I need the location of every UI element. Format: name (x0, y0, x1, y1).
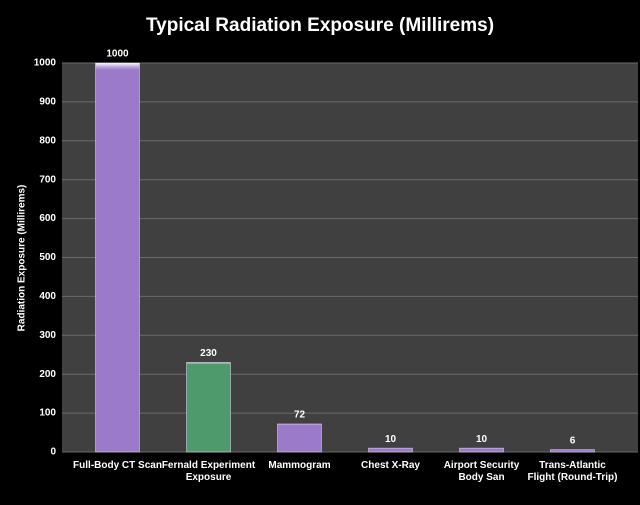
y-tick-label: 400 (39, 291, 56, 302)
y-tick-label: 800 (39, 135, 56, 146)
y-tick-label: 500 (39, 252, 56, 263)
bar (95, 62, 140, 453)
bar (186, 362, 231, 453)
x-tick-label: Airport Security Body San (443, 460, 520, 483)
y-tick-label: 0 (50, 447, 56, 458)
y-axis-label: Radiation Exposure (Millirems) (17, 185, 28, 332)
value-label: 6 (570, 435, 576, 446)
x-tick-label: Full-Body CT Scan (73, 460, 162, 471)
y-tick-label: 700 (39, 174, 56, 185)
bar (368, 447, 413, 453)
x-tick-label: Chest X-Ray (361, 460, 420, 471)
bar (459, 447, 504, 453)
chart-title: Typical Radiation Exposure (Millirems) (146, 15, 494, 36)
x-tick-label: Trans-Atlantic Flight (Round-Trip) (527, 460, 618, 483)
y-tick-label: 1000 (34, 58, 57, 69)
value-label: 230 (200, 348, 217, 359)
value-label: 10 (476, 434, 488, 445)
value-label: 72 (294, 410, 306, 421)
value-label: 1000 (106, 49, 129, 60)
y-tick-label: 300 (39, 330, 56, 341)
bar (277, 423, 322, 453)
x-tick-label: Mammogram (268, 460, 331, 471)
y-tick-label: 900 (39, 97, 56, 108)
value-label: 10 (385, 434, 397, 445)
bar (550, 449, 595, 453)
x-tick-label: Fernald Experiment Exposure (161, 460, 256, 483)
y-tick-label: 200 (39, 369, 56, 380)
y-tick-label: 600 (39, 213, 56, 224)
y-tick-label: 100 (39, 408, 56, 419)
